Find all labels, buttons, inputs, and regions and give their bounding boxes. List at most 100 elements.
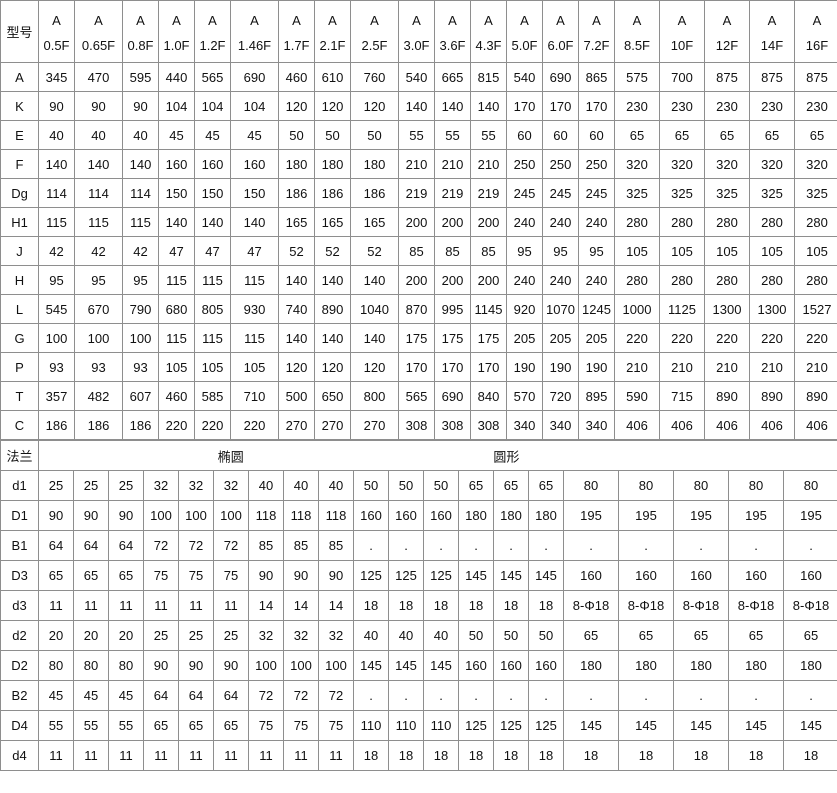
cell-d2-0.65F: 20 — [73, 620, 109, 651]
cell-d3-2.5F: 14 — [318, 590, 354, 621]
cell-Dg-3.0F: 219 — [398, 178, 435, 208]
cell-B2-3.0F: . — [353, 680, 389, 711]
cell-L-6.0F: 1070 — [542, 294, 579, 324]
cell-A-1.7F: 460 — [278, 62, 315, 92]
cell-K-2.5F: 120 — [350, 91, 399, 121]
cell-D3-8.5F: 160 — [563, 560, 619, 591]
series-label: A — [328, 12, 337, 28]
series-label: A — [94, 12, 103, 28]
cell-C-2.5F: 270 — [350, 410, 399, 440]
cell-L-1.7F: 740 — [278, 294, 315, 324]
cell-d3-0.65F: 11 — [73, 590, 109, 621]
cell-D2-12F: 180 — [673, 650, 729, 681]
series-label: A — [767, 12, 777, 28]
cell-d2-0.8F: 20 — [108, 620, 144, 651]
cell-J-2.1F: 52 — [314, 236, 351, 266]
cell-d2-2.5F: 32 — [318, 620, 354, 651]
cell-D2-0.5F: 80 — [38, 650, 74, 681]
cell-B1-10F: . — [618, 530, 674, 561]
cell-G-0.8F: 100 — [122, 323, 159, 353]
cell-H1-0.65F: 115 — [74, 207, 123, 237]
cell-Dg-6.0F: 245 — [542, 178, 579, 208]
cell-G-1.2F: 115 — [194, 323, 231, 353]
row-label: B1 — [0, 530, 39, 561]
model-label: 1.2F — [199, 37, 226, 53]
cell-D3-12F: 160 — [673, 560, 729, 591]
cell-D1-14F: 195 — [728, 500, 784, 531]
cell-d1-3.0F: 50 — [353, 470, 389, 501]
series-label: A — [448, 12, 457, 28]
table-row-H: H 95 95 95 115 115 115 140 140 140 200 200 200 240 240… — [0, 265, 837, 295]
cell-H-7.2F: 240 — [578, 265, 615, 295]
cell-K-8.5F: 230 — [614, 91, 660, 121]
cell-d3-2.1F: 14 — [283, 590, 319, 621]
cell-H-3.6F: 200 — [434, 265, 471, 295]
cell-H-12F: 280 — [704, 265, 750, 295]
cell-d4-1.0F: 11 — [143, 740, 179, 771]
cell-B1-8.5F: . — [563, 530, 619, 561]
cell-d3-10F: 8-Φ18 — [618, 590, 674, 621]
cell-P-4.3F: 170 — [470, 352, 507, 382]
cell-F-12F: 320 — [704, 149, 750, 179]
cell-D1-1.0F: 100 — [143, 500, 179, 531]
cell-P-2.1F: 120 — [314, 352, 351, 382]
cell-H-0.5F: 95 — [38, 265, 75, 295]
model-label: 0.65F — [81, 37, 116, 53]
cell-d3-1.46F: 11 — [213, 590, 249, 621]
cell-D1-10F: 195 — [618, 500, 674, 531]
cell-L-10F: 1125 — [659, 294, 705, 324]
cell-d4-0.8F: 11 — [108, 740, 144, 771]
cell-P-3.0F: 170 — [398, 352, 435, 382]
table-row-d4: d4 11 11 11 11 11 11 11 11 11 18 18 18 18 18 18 18 18 18 18… — [0, 740, 837, 771]
column-header-1.46F: A 1.46F — [230, 0, 279, 63]
cell-d3-3.6F: 18 — [388, 590, 424, 621]
table-row-J: J 42 42 42 47 47 47 52 52 52 85 85 85 95 95 95 105 105 105… — [0, 236, 837, 266]
cell-d2-8.5F: 65 — [563, 620, 619, 651]
cell-H-6.0F: 240 — [542, 265, 579, 295]
cell-d4-12F: 18 — [673, 740, 729, 771]
row-label: F — [0, 149, 39, 179]
cell-H1-6.0F: 240 — [542, 207, 579, 237]
corner-label: 型号 — [0, 0, 39, 63]
cell-B2-8.5F: . — [563, 680, 619, 711]
cell-G-5.0F: 205 — [506, 323, 543, 353]
cell-d3-1.0F: 11 — [143, 590, 179, 621]
cell-K-10F: 230 — [659, 91, 705, 121]
cell-C-2.1F: 270 — [314, 410, 351, 440]
cell-A-4.3F: 815 — [470, 62, 507, 92]
cell-B2-14F: . — [728, 680, 784, 711]
cell-C-1.2F: 220 — [194, 410, 231, 440]
cell-H1-12F: 280 — [704, 207, 750, 237]
model-label: 2.1F — [319, 37, 346, 53]
cell-D1-1.46F: 100 — [213, 500, 249, 531]
cell-L-14F: 1300 — [749, 294, 795, 324]
cell-C-7.2F: 340 — [578, 410, 615, 440]
cell-E-1.2F: 45 — [194, 120, 231, 150]
cell-C-0.5F: 186 — [38, 410, 75, 440]
cell-B2-0.8F: 45 — [108, 680, 144, 711]
table-row-D4: D4 55 55 55 65 65 65 75 75 75 110 110 110 125 125 125 14… — [0, 710, 837, 741]
cell-K-14F: 230 — [749, 91, 795, 121]
cell-A-5.0F: 540 — [506, 62, 543, 92]
cell-d2-1.0F: 25 — [143, 620, 179, 651]
cell-D3-7.2F: 145 — [528, 560, 564, 591]
table-row-B1: B1 64 64 64 72 72 72 85 85 85........... — [0, 530, 837, 561]
table-row-d2: d2 20 20 20 25 25 25 32 32 32 40 40 40 50 50 50 65 65 65 65… — [0, 620, 837, 651]
cell-L-2.5F: 1040 — [350, 294, 399, 324]
cell-L-3.0F: 870 — [398, 294, 435, 324]
column-header-2.5F: A 2.5F — [350, 0, 399, 63]
cell-C-1.7F: 270 — [278, 410, 315, 440]
cell-Dg-2.1F: 186 — [314, 178, 351, 208]
row-label: J — [0, 236, 39, 266]
cell-P-1.2F: 105 — [194, 352, 231, 382]
cell-P-6.0F: 190 — [542, 352, 579, 382]
model-label: 7.2F — [583, 37, 610, 53]
cell-D3-6.0F: 145 — [493, 560, 529, 591]
column-header-2.1F: A 2.1F — [314, 0, 351, 63]
model-label: 14F — [760, 37, 784, 53]
cell-D4-0.65F: 55 — [73, 710, 109, 741]
row-label: d1 — [0, 470, 39, 501]
cell-B2-2.1F: 72 — [283, 680, 319, 711]
cell-H-0.8F: 95 — [122, 265, 159, 295]
flange-body: 法兰 椭圆 圆形 d1 25 25 25 32 32 32 40 40 40 50 50 50 65 65 6… — [0, 440, 837, 771]
